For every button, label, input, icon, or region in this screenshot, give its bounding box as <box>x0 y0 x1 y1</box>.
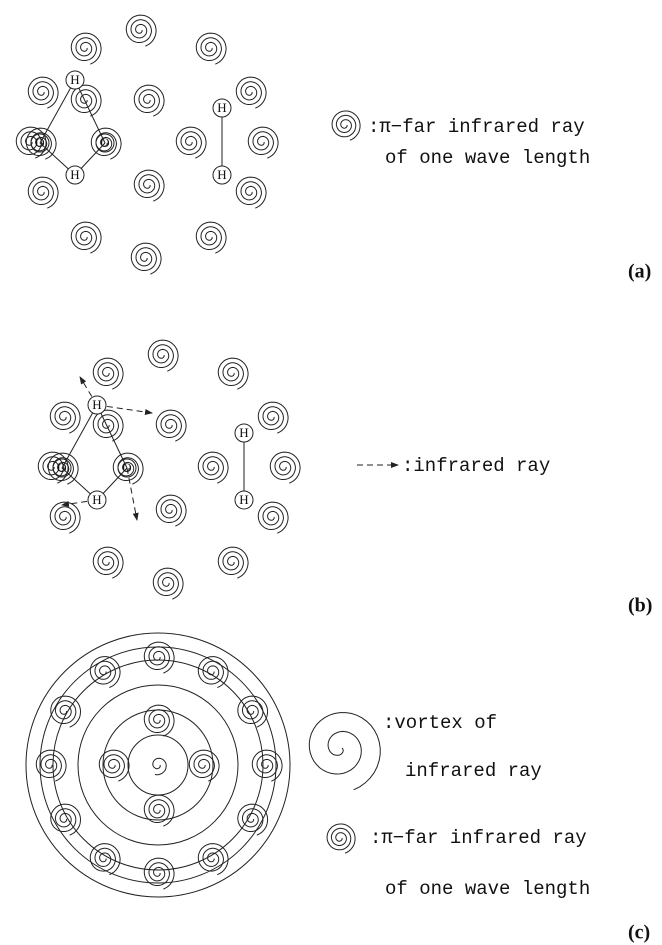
spiral <box>218 547 248 578</box>
spiral <box>198 657 228 688</box>
spiral <box>134 170 164 201</box>
legend-text: :vortex of <box>383 712 497 734</box>
spiral <box>126 15 156 46</box>
spiral <box>236 77 266 108</box>
atom-label: H <box>217 167 226 182</box>
spiral <box>238 804 268 835</box>
spiral <box>198 452 228 483</box>
legend-text: :infrared ray <box>402 455 550 477</box>
spiral <box>238 696 268 727</box>
spiral <box>198 844 228 875</box>
spiral <box>258 502 288 533</box>
spiral <box>156 410 186 441</box>
atom-label: H <box>217 100 226 115</box>
panel-label: (a) <box>628 261 651 283</box>
atom-label: H <box>70 167 79 182</box>
legend-text: of one wave length <box>385 147 590 169</box>
atom-label: H <box>92 397 101 412</box>
spiral <box>50 502 80 533</box>
spiral <box>51 696 81 727</box>
spiral <box>71 33 101 64</box>
atom-label: O <box>57 460 66 475</box>
spiral <box>90 657 120 688</box>
spiral <box>71 222 101 253</box>
legend-text: :π−far infrared ray <box>370 827 587 849</box>
atom-label: H <box>239 492 248 507</box>
spiral <box>176 127 206 158</box>
spiral <box>153 758 166 774</box>
spiral <box>144 858 174 889</box>
atom-label: H <box>239 425 248 440</box>
atom-label: O <box>35 135 44 150</box>
spiral <box>144 705 174 736</box>
spiral <box>189 750 219 781</box>
spiral <box>71 85 101 116</box>
spiral <box>144 795 174 826</box>
spiral <box>252 750 282 781</box>
spiral <box>327 824 355 853</box>
atom-label: O <box>122 460 131 475</box>
spiral <box>51 804 81 835</box>
figure: (a) :π−far infrared ray of one wave leng… <box>0 0 662 945</box>
legend-text: :π−far infrared ray <box>368 116 585 138</box>
spiral <box>218 358 248 389</box>
atom-label: H <box>70 72 79 87</box>
spiral <box>236 177 266 208</box>
vortex-ring <box>40 647 276 883</box>
atom-label: H <box>92 492 101 507</box>
spiral <box>131 243 161 274</box>
atom-label: O <box>100 135 109 150</box>
spiral <box>93 410 123 441</box>
spiral <box>28 177 58 208</box>
spiral <box>28 77 58 108</box>
spiral <box>156 495 186 526</box>
spiral <box>248 127 278 158</box>
spiral <box>144 642 174 673</box>
vortex-ring <box>53 660 263 870</box>
spiral <box>93 547 123 578</box>
spiral <box>270 452 300 483</box>
spiral <box>153 568 183 599</box>
spiral <box>196 222 226 253</box>
spiral <box>148 340 178 371</box>
panel-label: (c) <box>628 922 650 944</box>
spiral <box>196 33 226 64</box>
spiral <box>50 402 80 433</box>
spiral <box>309 713 380 790</box>
legend-text: of one wave length <box>385 878 590 900</box>
panel-label: (b) <box>628 595 652 617</box>
spiral <box>93 358 123 389</box>
spiral <box>258 402 288 433</box>
spiral <box>332 111 360 140</box>
vortex-ring <box>128 735 188 795</box>
spiral <box>134 85 164 116</box>
legend-text: infrared ray <box>405 760 542 782</box>
